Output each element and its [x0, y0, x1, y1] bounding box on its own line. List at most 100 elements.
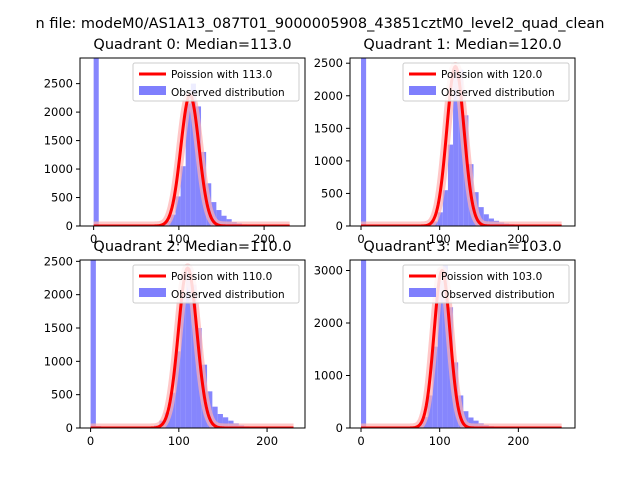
legend-box — [132, 264, 300, 304]
y-tick-label: 0 — [66, 421, 73, 435]
y-tick-label: 1000 — [314, 154, 343, 168]
axes-frame — [79, 259, 306, 429]
panel-title: Quadrant 1: Median=120.0 — [363, 37, 561, 53]
legend: Poission with 103.0 Observed distribution — [402, 264, 570, 304]
histogram-bar — [437, 281, 443, 428]
legend-label-poisson: Poission with 120.0 — [441, 69, 542, 81]
y-tick-label: 1000 — [44, 354, 73, 368]
legend-swatch-histogram — [409, 86, 436, 95]
legend-box — [132, 62, 300, 102]
legend: Poission with 120.0 Observed distribution — [402, 62, 570, 102]
x-tick-label: 100 — [168, 232, 190, 246]
panel-title: Quadrant 3: Median=103.0 — [363, 239, 561, 255]
histogram-bar — [217, 414, 223, 428]
y-tick-label: 2000 — [314, 316, 343, 330]
x-tick-label: 200 — [253, 232, 275, 246]
histogram-bar — [93, 58, 99, 226]
legend-swatch-histogram — [139, 86, 166, 95]
y-tick-label: 2500 — [314, 56, 343, 70]
histogram-bar — [468, 417, 474, 428]
axes-frame — [79, 57, 306, 227]
axes-frame — [349, 57, 576, 227]
y-tick-label: 0 — [66, 219, 73, 233]
histogram-bar — [222, 417, 229, 428]
histogram-bar — [175, 196, 181, 226]
legend-swatch-histogram — [139, 288, 166, 297]
y-tick-label: 1500 — [44, 134, 73, 148]
legend-label-histogram: Observed distribution — [171, 87, 285, 99]
histogram-bar — [216, 210, 222, 226]
x-tick-label: 0 — [87, 434, 94, 448]
histogram-bar — [432, 346, 438, 428]
y-tick-label: 0 — [336, 219, 343, 233]
legend: Poission with 113.0 Observed distribution — [132, 62, 300, 102]
y-tick-label: 1000 — [314, 369, 343, 383]
histogram-bar — [483, 214, 489, 226]
poisson-curve — [360, 269, 563, 428]
legend-box — [402, 62, 570, 102]
histogram-bar — [361, 58, 367, 226]
x-tick-label: 0 — [90, 232, 97, 246]
histogram-bar — [180, 166, 186, 226]
x-tick-label: 0 — [357, 434, 364, 448]
legend-label-poisson: Poission with 103.0 — [441, 271, 542, 283]
legend-box — [402, 264, 570, 304]
histogram-bar — [221, 215, 227, 226]
y-tick-label: 2000 — [44, 288, 73, 302]
histogram-bar — [90, 260, 96, 428]
x-tick-label: 100 — [168, 434, 190, 448]
histogram-bar — [190, 83, 196, 226]
x-tick-label: 100 — [429, 232, 451, 246]
x-tick-label: 200 — [507, 232, 529, 246]
y-tick-label: 1000 — [44, 162, 73, 176]
x-tick-label: 200 — [507, 434, 529, 448]
legend-label-poisson: Poission with 113.0 — [171, 69, 272, 81]
histogram-bar — [458, 69, 464, 226]
histogram-bar — [447, 144, 454, 226]
x-tick-label: 200 — [256, 434, 278, 448]
histogram-bar — [442, 265, 448, 428]
histogram-bar — [427, 395, 433, 428]
y-tick-label: 500 — [51, 191, 73, 205]
y-tick-label: 1500 — [44, 321, 73, 335]
panel-title: Quadrant 2: Median=110.0 — [93, 239, 291, 255]
legend: Poission with 110.0 Observed distribution — [132, 264, 300, 304]
y-tick-label: 2000 — [314, 89, 343, 103]
histogram-bar — [442, 190, 448, 226]
histogram-bar — [191, 284, 197, 428]
x-tick-label: 0 — [357, 232, 364, 246]
histogram-bar — [185, 103, 191, 226]
y-tick-label: 3000 — [314, 264, 343, 278]
panel-title: Quadrant 0: Median=113.0 — [93, 37, 291, 53]
legend-label-histogram: Observed distribution — [171, 289, 285, 301]
histogram-bar — [361, 260, 367, 428]
figure-suptitle: n file: modeM0/AS1A13_087T01_9000005908_… — [36, 16, 605, 32]
plot-area — [357, 260, 566, 428]
y-tick-label: 2500 — [44, 254, 73, 268]
legend-label-poisson: Poission with 110.0 — [171, 271, 272, 283]
histogram-bar — [170, 214, 176, 226]
axes-frame — [349, 259, 576, 429]
histogram-bar — [478, 207, 484, 226]
y-tick-label: 1500 — [314, 121, 343, 135]
histogram-bar — [180, 294, 186, 428]
histogram-bar — [453, 69, 459, 226]
y-tick-label: 500 — [321, 186, 343, 200]
y-tick-label: 2500 — [44, 77, 73, 91]
y-tick-label: 2000 — [44, 105, 73, 119]
histogram-bar — [185, 268, 192, 428]
x-tick-label: 100 — [429, 434, 451, 448]
y-tick-label: 0 — [336, 421, 343, 435]
legend-swatch-histogram — [409, 288, 436, 297]
histogram-bar — [437, 212, 443, 226]
y-tick-label: 500 — [51, 388, 73, 402]
legend-label-histogram: Observed distribution — [441, 289, 555, 301]
histogram-bar — [212, 406, 218, 428]
legend-label-histogram: Observed distribution — [441, 87, 555, 99]
